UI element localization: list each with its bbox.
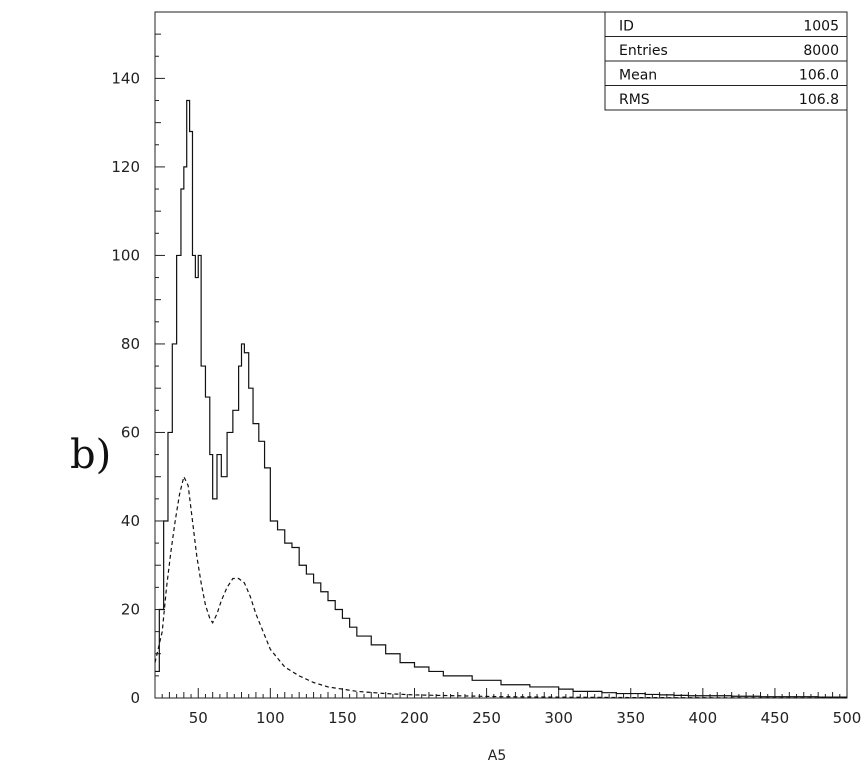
plot-frame	[154, 11, 848, 699]
x-tick-label: 50	[189, 709, 208, 727]
y-axis-ticks: 0 20 40 60 80 100 120 140	[111, 33, 165, 707]
x-tick-label: 250	[472, 709, 501, 727]
x-tick-label: 350	[616, 709, 645, 727]
y-tick-label: 120	[111, 158, 140, 176]
x-tick-label: 200	[400, 709, 429, 727]
stats-label: RMS	[619, 92, 650, 108]
x-tick-label: 400	[689, 709, 718, 727]
x-axis-ticks: 50 100 150 200 250 300 350 400 450 500	[161, 688, 861, 727]
series-layer	[154, 99, 848, 699]
stats-value: 106.0	[799, 68, 839, 84]
y-tick-label: 140	[111, 69, 140, 87]
y-tick-label: 100	[111, 246, 140, 264]
stats-value: 8000	[803, 43, 839, 59]
y-tick-label: 80	[121, 335, 140, 353]
stats-label: Entries	[619, 43, 668, 59]
series-histogram-line	[155, 99, 847, 698]
stats-box: ID 1005 Entries 8000 Mean 106.0 RMS 106.8	[604, 11, 848, 111]
x-axis-label: A5	[488, 748, 506, 764]
stats-label: ID	[619, 19, 634, 35]
stats-label: Mean	[619, 68, 657, 84]
x-tick-label: 450	[761, 709, 790, 727]
y-tick-label: 0	[130, 689, 140, 707]
y-tick-label: 40	[121, 512, 140, 530]
stats-value: 1005	[803, 19, 839, 35]
stats-value: 106.8	[799, 92, 839, 108]
y-tick-label: 60	[121, 423, 140, 441]
x-tick-label: 100	[256, 709, 285, 727]
x-tick-label: 300	[544, 709, 573, 727]
x-tick-label: 150	[328, 709, 357, 727]
series-dashed-line	[154, 474, 848, 699]
panel-label: b)	[70, 432, 112, 478]
x-tick-label: 500	[833, 709, 861, 727]
y-tick-label: 20	[121, 600, 140, 618]
